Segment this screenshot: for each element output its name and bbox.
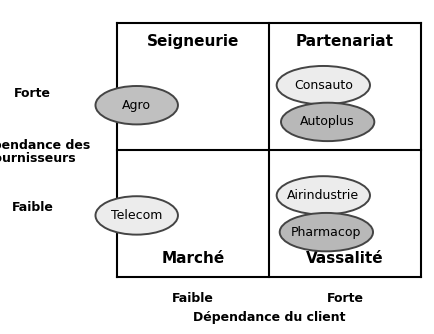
Text: Forte: Forte (326, 293, 364, 305)
Text: fournisseurs: fournisseurs (0, 152, 76, 165)
Text: Dépendance du client: Dépendance du client (193, 311, 345, 324)
Text: Dépendance des: Dépendance des (0, 139, 91, 152)
Text: Autoplus: Autoplus (300, 116, 355, 128)
Text: Faible: Faible (12, 201, 53, 213)
Ellipse shape (95, 196, 178, 234)
Text: Forte: Forte (14, 87, 51, 100)
Ellipse shape (276, 66, 370, 104)
Text: Marché: Marché (161, 252, 225, 266)
Text: Pharmacop: Pharmacop (291, 226, 362, 238)
Text: Consauto: Consauto (294, 79, 353, 92)
Text: Partenariat: Partenariat (296, 34, 394, 49)
Ellipse shape (279, 213, 373, 251)
Text: Vassalité: Vassalité (306, 252, 384, 266)
Ellipse shape (95, 86, 178, 124)
Ellipse shape (276, 176, 370, 215)
Ellipse shape (281, 103, 375, 141)
Text: Agro: Agro (122, 99, 151, 112)
Text: Telecom: Telecom (111, 209, 162, 222)
Text: Faible: Faible (172, 293, 214, 305)
Text: Airindustrie: Airindustrie (287, 189, 359, 202)
Text: Seigneurie: Seigneurie (147, 34, 239, 49)
